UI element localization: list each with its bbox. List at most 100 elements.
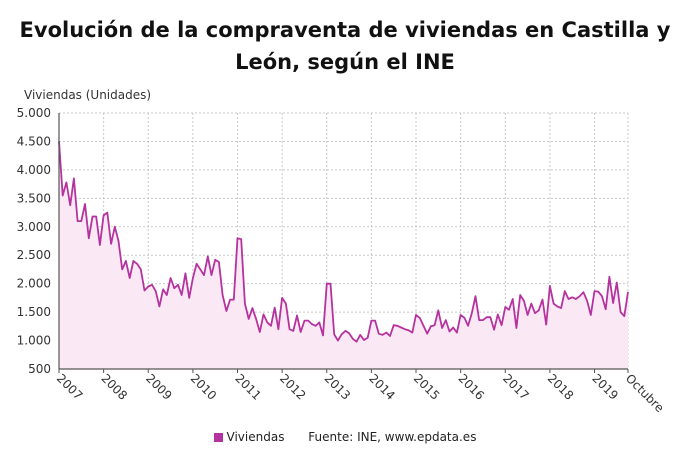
data-point (385, 331, 387, 334)
y-tick-label: 2.000 (17, 277, 51, 291)
data-point (627, 291, 629, 293)
data-point (515, 327, 518, 329)
x-tick-label: 2010 (188, 371, 219, 402)
x-tick-label: 2015 (411, 371, 442, 402)
data-point (248, 318, 250, 320)
data-point (500, 324, 503, 326)
data-point (307, 320, 309, 322)
data-point (303, 320, 306, 322)
data-point (106, 211, 108, 214)
data-point (582, 291, 584, 293)
data-point (121, 268, 123, 271)
data-point (65, 181, 68, 184)
data-point (311, 323, 313, 325)
data-point (363, 339, 365, 341)
data-point (162, 288, 164, 290)
data-point (404, 328, 406, 330)
data-point (181, 294, 183, 296)
data-point (601, 295, 603, 297)
data-point (370, 320, 372, 322)
data-point (608, 276, 611, 278)
data-point (99, 244, 101, 246)
data-point (169, 277, 172, 279)
data-point (236, 237, 239, 239)
data-point (463, 317, 465, 319)
x-tick-label: 2007 (54, 371, 85, 402)
data-point (419, 317, 421, 319)
data-point (281, 297, 283, 299)
data-point (486, 316, 488, 318)
x-tick-label: 2018 (545, 371, 576, 402)
data-point (448, 330, 451, 333)
data-point (519, 294, 521, 296)
data-point (616, 281, 618, 284)
data-point (430, 325, 432, 327)
y-tick-label: 4.500 (17, 134, 51, 148)
data-point (441, 327, 443, 329)
x-tick-label: 2012 (277, 371, 308, 402)
data-point (218, 261, 220, 263)
data-point (597, 291, 599, 293)
data-point (612, 302, 614, 304)
data-point (556, 305, 558, 308)
x-tick-label: Octubre (623, 371, 667, 415)
y-tick-label: 3.000 (17, 220, 51, 234)
data-point (434, 324, 436, 326)
data-point (474, 295, 477, 297)
data-point (143, 289, 146, 292)
data-point (564, 290, 566, 292)
data-point (62, 194, 64, 197)
x-tick-label: 2013 (322, 371, 353, 402)
y-tick-label: 2.500 (17, 248, 51, 262)
data-point (110, 243, 112, 245)
data-point (348, 332, 350, 334)
series-line (58, 141, 629, 343)
data-point (497, 313, 499, 315)
data-point (158, 305, 161, 308)
data-point (493, 329, 495, 331)
data-point (549, 285, 551, 287)
y-tick-label: 500 (28, 362, 51, 376)
data-point (337, 339, 339, 342)
data-point (203, 274, 205, 276)
data-point (579, 295, 581, 297)
legend-swatch (213, 433, 223, 442)
data-point (482, 319, 484, 321)
data-point (393, 324, 395, 326)
data-point (229, 298, 231, 301)
data-point (437, 309, 439, 312)
data-point (396, 325, 399, 327)
data-point (266, 321, 268, 323)
data-point (400, 326, 402, 329)
data-point (378, 333, 380, 335)
data-point (240, 238, 242, 240)
data-point (318, 321, 320, 323)
data-point (184, 272, 187, 275)
data-point (84, 203, 86, 205)
data-point (575, 298, 577, 300)
data-point (233, 298, 235, 301)
data-point (619, 311, 622, 313)
data-point (352, 338, 354, 340)
data-point (251, 307, 253, 309)
x-tick-label: 2017 (500, 371, 531, 402)
data-point (467, 325, 469, 327)
data-point (214, 259, 216, 261)
data-point (259, 331, 261, 333)
data-point (315, 325, 317, 327)
chart-title: Evolución de la compraventa de viviendas… (19, 18, 671, 74)
data-point (288, 328, 291, 330)
data-point (322, 334, 324, 337)
data-point (538, 309, 540, 312)
data-point (344, 330, 346, 332)
y-axis-label: Viviendas (Unidades) (24, 88, 152, 102)
data-point (422, 325, 425, 327)
data-point (534, 312, 536, 314)
data-point (125, 260, 127, 262)
data-point (553, 302, 555, 305)
data-point (526, 314, 529, 316)
data-point (407, 329, 410, 331)
data-point (177, 284, 179, 286)
data-point (73, 177, 75, 180)
data-point (262, 313, 265, 315)
